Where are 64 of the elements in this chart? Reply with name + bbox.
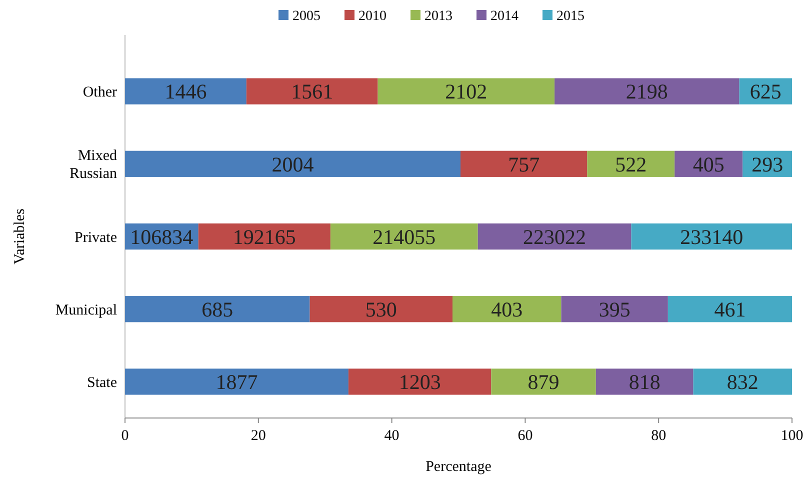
bar: [125, 368, 348, 395]
annotation: 405: [692, 152, 724, 176]
y-tick-label: Private: [74, 230, 118, 246]
bar: [348, 368, 492, 395]
bar: [310, 296, 452, 322]
x-tick-label: 100: [780, 428, 804, 444]
annotation: 757: [508, 152, 540, 176]
annotation: 879: [528, 370, 560, 394]
annotation: 2198: [626, 80, 668, 104]
bar: [246, 78, 378, 104]
x-tick-label: 20: [250, 428, 266, 444]
legend-label: 2014: [490, 8, 518, 24]
annotation: 818: [628, 370, 660, 394]
bar: [330, 223, 478, 250]
bar: [452, 296, 562, 322]
annotation: 461: [714, 297, 746, 322]
legend-label: 2005: [292, 8, 320, 24]
bar: [125, 78, 246, 104]
bar: [125, 150, 460, 177]
legend-label: 2013: [424, 8, 452, 24]
bar: [587, 150, 675, 177]
x-tick-label: 0: [121, 428, 129, 444]
bar: [693, 368, 792, 395]
bar: [668, 296, 792, 322]
annotation: 625: [750, 80, 782, 104]
annotation: 192165: [232, 224, 296, 249]
y-tick-label: State: [87, 374, 118, 391]
y-axis-title: Variables: [12, 208, 28, 264]
annotation: 2102: [445, 80, 488, 104]
annotation: 522: [615, 152, 647, 176]
bar: [554, 78, 740, 104]
bar: [631, 223, 792, 250]
annotation: 1446: [164, 80, 207, 104]
bar: [491, 368, 596, 395]
annotation: 2004: [272, 152, 314, 176]
bar: [125, 296, 310, 322]
y-tick-label: Mixed Russian: [69, 148, 118, 182]
legend-label: 2015: [556, 8, 584, 24]
annotation: 293: [752, 152, 784, 176]
bar: [378, 78, 555, 104]
annotation: 106834: [130, 224, 194, 249]
x-tick-label: 80: [651, 428, 666, 444]
annotation: 685: [202, 297, 234, 322]
annotation: 1877: [216, 370, 258, 394]
annotation: 403: [491, 297, 523, 322]
bar: [596, 368, 694, 395]
annotation: 233140: [680, 224, 744, 249]
x-tick-label: 60: [518, 428, 533, 444]
legend-label: 2010: [358, 8, 386, 24]
bar: [460, 150, 588, 177]
annotation: 1561: [291, 80, 334, 104]
bar: [561, 296, 668, 322]
annotation: 223022: [523, 224, 586, 249]
annotation: 395: [598, 297, 630, 322]
y-tick-label: Other: [82, 84, 117, 101]
annotation: 1203: [398, 370, 441, 394]
annotation: 832: [726, 370, 758, 394]
x-axis-title: Percentage: [426, 459, 492, 475]
bar: [478, 223, 632, 250]
annotation: 214055: [372, 224, 436, 249]
x-tick-label: 40: [384, 428, 400, 444]
annotation: 530: [365, 297, 397, 322]
y-tick-label: Municipal: [55, 302, 117, 318]
bar: [198, 223, 330, 250]
